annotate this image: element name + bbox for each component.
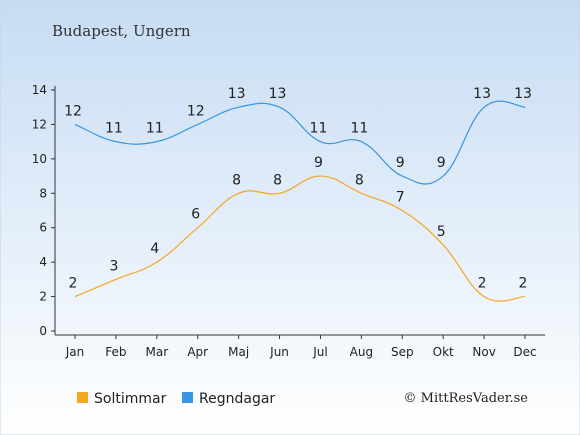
data-label: 13	[269, 86, 287, 102]
series-line-soltimmar	[74, 175, 526, 302]
legend: Soltimmar Regndagar	[77, 391, 275, 407]
y-tick-label: 4	[39, 255, 47, 269]
data-label: 11	[310, 121, 328, 137]
series-line-regndagar	[74, 100, 526, 185]
x-tick-label: Feb	[105, 345, 126, 359]
credit-text: © MittResVader.se	[404, 391, 529, 406]
data-label: 2	[519, 276, 528, 292]
x-tick-label: Sep	[391, 345, 414, 359]
data-label: 3	[109, 258, 118, 274]
x-tick-label: Maj	[228, 345, 249, 359]
data-label: 4	[150, 241, 159, 257]
data-label: 8	[355, 172, 364, 188]
x-tick-label: Mar	[145, 345, 168, 359]
data-label: 9	[437, 155, 446, 171]
data-label: 9	[314, 155, 323, 171]
x-tick-label: Jun	[269, 345, 289, 359]
y-tick-label: 12	[32, 117, 47, 131]
data-label: 2	[69, 276, 78, 292]
y-tick-label: 8	[39, 186, 47, 200]
data-label: 13	[473, 86, 491, 102]
x-tick-label: Okt	[433, 345, 454, 359]
x-tick-label: Jan	[65, 345, 85, 359]
axes: 0 2 4 6 8 10 12 14 Jan Feb Mar Apr Maj Jun Jul Aug Sep Ok…	[32, 83, 545, 359]
data-label: 11	[146, 121, 164, 137]
y-tick-label: 2	[39, 290, 47, 304]
data-label: 9	[396, 155, 405, 171]
data-label: 11	[105, 121, 123, 137]
data-label: 13	[514, 86, 532, 102]
x-tick-label: Apr	[187, 345, 208, 359]
data-label: 12	[187, 103, 205, 119]
x-tick-label: Dec	[513, 345, 536, 359]
y-tick-label: 6	[39, 221, 47, 235]
data-labels: 2 3 4 6 8 8 9 8 7 5 2 2 12 11 11 12 13 13 11 11 9 9 13 13	[64, 86, 532, 291]
data-label: 8	[232, 172, 241, 188]
chart-title: Budapest, Ungern	[52, 22, 191, 40]
data-label: 7	[396, 190, 405, 206]
y-tick-label: 14	[32, 83, 47, 97]
data-label: 2	[478, 276, 487, 292]
data-label: 12	[64, 103, 82, 119]
data-label: 11	[350, 121, 368, 137]
series-lines	[74, 100, 526, 302]
data-label: 5	[437, 224, 446, 240]
data-label: 8	[273, 172, 282, 188]
legend-label: Regndagar	[199, 391, 275, 407]
data-label: 6	[191, 207, 200, 223]
y-tick-label: 10	[32, 152, 47, 166]
x-tick-label: Jul	[312, 345, 327, 359]
legend-swatch-soltimmar	[77, 392, 88, 403]
y-tick-label: 0	[39, 324, 47, 338]
legend-swatch-regndagar	[182, 392, 193, 403]
x-tick-label: Aug	[350, 345, 373, 359]
legend-label: Soltimmar	[94, 391, 167, 407]
x-tick-label: Nov	[472, 345, 495, 359]
data-label: 13	[228, 86, 246, 102]
